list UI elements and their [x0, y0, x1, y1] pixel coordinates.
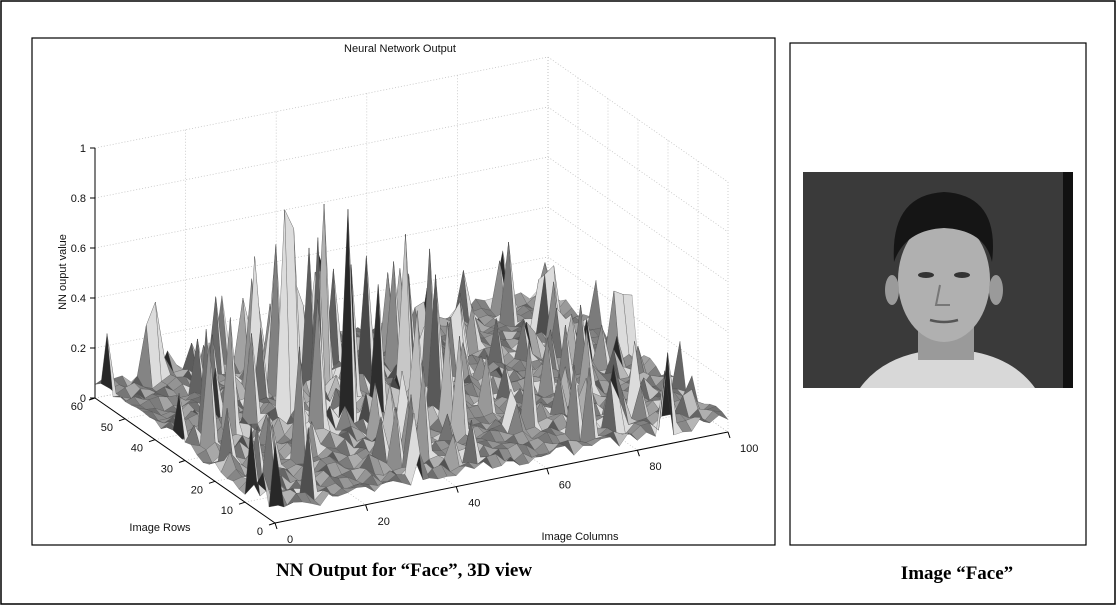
tick-mark [636, 450, 640, 457]
col-tick-label: 60 [559, 479, 571, 491]
image-edge [1063, 172, 1073, 388]
col-tick-label: 20 [378, 516, 390, 528]
caption: Image “Face” [901, 563, 1013, 584]
col-tick-label: 100 [740, 443, 758, 455]
z-tick-label: 0.8 [71, 193, 86, 205]
surface-patch [268, 442, 285, 508]
eye [954, 272, 970, 278]
ear [989, 275, 1003, 305]
surface-plot: 00.20.40.60.810102030405060020406080100N… [57, 43, 758, 546]
tick-mark [208, 480, 216, 484]
nose [934, 284, 950, 306]
grid-line [547, 256, 729, 383]
row-tick-label: 10 [221, 505, 233, 517]
col-axis-label: Image Columns [541, 531, 619, 543]
row-tick-label: 20 [191, 484, 203, 496]
tick-mark [88, 397, 96, 401]
grid-line [94, 106, 549, 199]
z-tick-label: 0.4 [71, 293, 86, 305]
tick-mark [268, 522, 276, 526]
grid-line [94, 56, 549, 149]
face [898, 218, 990, 342]
grid-line [94, 156, 549, 249]
tick-mark [148, 439, 156, 443]
col-tick-label: 40 [468, 498, 480, 510]
tick-mark [238, 501, 246, 505]
tick-mark [727, 431, 731, 439]
eye [918, 272, 934, 278]
z-tick-label: 0 [80, 393, 86, 405]
z-axis-label: NN ouput value [57, 234, 69, 310]
caption: NN Output for “Face”, 3D view [276, 560, 532, 581]
shoulders [860, 352, 1035, 388]
hair [893, 192, 993, 262]
row-tick-label: 50 [101, 422, 113, 434]
mouth [929, 318, 959, 324]
z-tick-label: 0.2 [71, 343, 86, 355]
z-tick-label: 0.6 [71, 243, 86, 255]
plot-title: Neural Network Output [344, 43, 456, 55]
tick-mark [546, 468, 550, 475]
z-tick-label: 1 [80, 143, 86, 155]
grid-line [547, 206, 729, 333]
row-tick-label: 30 [161, 464, 173, 476]
col-axis [274, 431, 729, 524]
tick-mark [178, 460, 186, 463]
row-tick-label: 0 [257, 526, 263, 538]
surface [94, 203, 729, 508]
tick-mark [365, 504, 369, 511]
col-tick-label: 80 [649, 461, 661, 473]
ear [885, 275, 899, 305]
face-image [803, 172, 1073, 388]
col-tick-label: 0 [287, 534, 293, 546]
row-tick-label: 60 [71, 401, 83, 413]
row-axis-label: Image Rows [129, 522, 191, 534]
tick-mark [118, 418, 126, 422]
tick-mark [455, 486, 459, 493]
row-tick-label: 40 [131, 443, 143, 455]
grid-line [547, 106, 729, 233]
grid-line [547, 56, 729, 183]
tick-mark [274, 522, 278, 530]
